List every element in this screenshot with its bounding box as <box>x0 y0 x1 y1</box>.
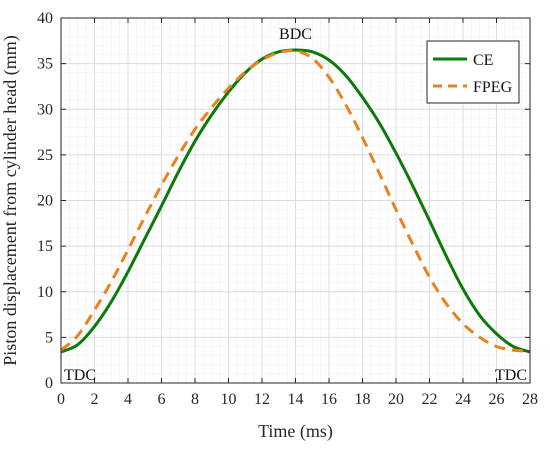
y-tick-label: 30 <box>37 101 53 118</box>
x-tick-label: 14 <box>288 391 304 408</box>
legend-label-fpeg: FPEG <box>473 79 513 96</box>
annotations: BDC TDC TDC <box>64 26 527 384</box>
x-tick-label: 0 <box>57 391 65 408</box>
y-tick-label: 40 <box>37 10 53 27</box>
y-tick-label: 15 <box>37 238 53 255</box>
x-tick-label: 16 <box>321 391 337 408</box>
x-axis-tick-labels: 0 2 4 6 8 10 12 14 16 18 20 22 24 26 28 <box>57 391 538 408</box>
x-tick-label: 20 <box>388 391 404 408</box>
y-tick-label: 5 <box>45 329 53 346</box>
x-tick-label: 10 <box>221 391 237 408</box>
annotation-bdc: BDC <box>279 26 312 43</box>
legend-label-ce: CE <box>473 52 493 69</box>
y-axis-tick-labels: 0 5 10 15 20 25 30 35 40 <box>37 10 53 392</box>
series-layer <box>60 48 531 354</box>
x-tick-label: 2 <box>91 391 99 408</box>
y-tick-label: 25 <box>37 147 53 164</box>
x-tick-label: 6 <box>158 391 166 408</box>
series-line-ce <box>60 48 531 354</box>
x-tick-label: 28 <box>522 391 538 408</box>
x-tick-label: 12 <box>254 391 270 408</box>
x-tick-label: 4 <box>124 391 132 408</box>
y-tick-label: 10 <box>37 284 53 301</box>
series-line-fpeg <box>60 49 531 353</box>
y-tick-label: 35 <box>37 56 53 73</box>
x-tick-label: 22 <box>422 391 438 408</box>
x-tick-label: 26 <box>489 391 505 408</box>
x-tick-label: 24 <box>455 391 471 408</box>
x-axis-title: Time (ms) <box>258 421 333 442</box>
legend: CE FPEG <box>426 40 520 104</box>
annotation-tdc: TDC <box>495 367 527 384</box>
y-tick-label: 20 <box>37 193 53 210</box>
annotation-tdc: TDC <box>64 367 96 384</box>
x-tick-label: 18 <box>355 391 371 408</box>
y-axis-title: Piston displacement from cylinder head (… <box>0 35 21 365</box>
y-tick-label: 0 <box>45 375 53 392</box>
x-tick-label: 8 <box>191 391 199 408</box>
axis-ticks <box>60 17 531 384</box>
legend-box <box>426 40 520 104</box>
